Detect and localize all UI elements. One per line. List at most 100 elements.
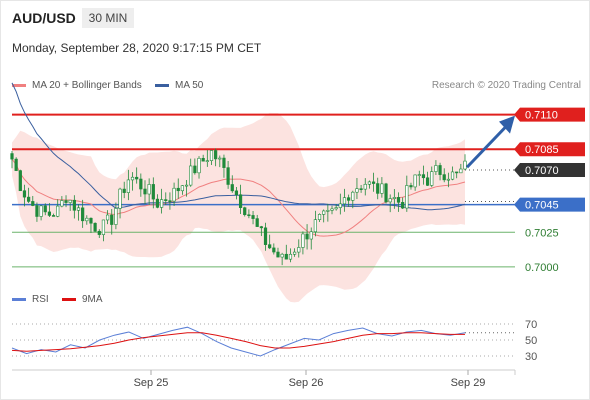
candle: [367, 180, 372, 189]
candle: [238, 184, 243, 214]
candle: [280, 252, 284, 266]
x-tick-label: Sep 25: [134, 377, 169, 389]
candle-body: [347, 197, 351, 201]
candle: [450, 166, 455, 181]
candle-body: [76, 207, 81, 211]
candle-body: [384, 183, 388, 203]
legend-rsi-ma: 9MA: [62, 294, 103, 305]
candle: [22, 184, 27, 207]
candle: [51, 213, 56, 217]
candle-body: [309, 231, 313, 240]
candle: [218, 155, 222, 168]
candle-body: [305, 233, 309, 240]
candle: [359, 184, 363, 193]
candle-body: [184, 184, 189, 187]
candle-body: [284, 253, 288, 260]
candle-body: [230, 184, 234, 192]
candle: [401, 197, 405, 210]
legend-ma50-label: MA 50: [175, 80, 204, 91]
candle-body: [151, 184, 155, 200]
candle-body: [35, 205, 39, 217]
candle-body: [68, 199, 72, 203]
legend-ma20-label: MA 20 + Bollinger Bands: [32, 80, 142, 91]
legend-ma20: MA 20 + Bollinger Bands: [12, 80, 142, 91]
candle-body: [27, 196, 31, 202]
level-text: 0.7085: [525, 144, 559, 156]
candle-body: [376, 183, 380, 194]
candle-body: [430, 171, 434, 186]
rsi-tick-30: 30: [525, 351, 537, 363]
candle: [409, 182, 413, 190]
rsi-swatch: [12, 298, 26, 301]
candle: [172, 182, 176, 206]
candle: [201, 154, 205, 162]
candle: [47, 203, 52, 217]
level-label-0.7045: 0.7045: [514, 197, 585, 212]
candle-body: [122, 188, 126, 193]
candle: [301, 231, 305, 255]
candle: [463, 154, 467, 171]
candle-body: [93, 222, 97, 232]
candle: [35, 202, 39, 222]
candle-body: [209, 150, 214, 161]
candle: [305, 224, 309, 250]
level-text: 0.7070: [525, 165, 559, 177]
timeframe-badge[interactable]: 30 MIN: [82, 8, 134, 28]
candle: [255, 214, 259, 227]
candle-body: [139, 178, 143, 190]
candle: [93, 222, 97, 233]
candle: [371, 172, 376, 192]
candle-body: [392, 197, 396, 199]
candle: [18, 169, 22, 192]
candle-body: [288, 253, 293, 260]
candle: [68, 199, 72, 211]
rsi-ma-swatch: [62, 298, 76, 301]
candle: [455, 171, 459, 179]
candle-body: [338, 203, 342, 208]
candle: [168, 192, 172, 210]
candle: [376, 177, 380, 200]
candle: [384, 182, 388, 204]
candle-body: [322, 210, 326, 215]
candle: [338, 193, 342, 215]
candle: [334, 204, 338, 211]
candle-body: [272, 247, 276, 253]
level-text: 0.7025: [525, 227, 559, 239]
candle-body: [130, 176, 135, 181]
rsi-ma-line: [11, 332, 465, 352]
candle: [230, 175, 234, 193]
level-tag: [514, 163, 585, 177]
candle-body: [351, 191, 355, 201]
candle: [214, 148, 218, 167]
rsi-tick-70: 70: [525, 319, 537, 331]
candle-body: [380, 183, 384, 194]
level-tag: [514, 107, 585, 122]
candle: [355, 178, 359, 199]
legend-ma50: MA 50: [155, 80, 203, 91]
candle-body: [47, 211, 52, 216]
candle: [39, 205, 43, 221]
symbol-title: AUD/USD: [12, 10, 76, 26]
candle-body: [313, 219, 317, 233]
candle: [64, 195, 68, 208]
timestamp: Monday, September 28, 2020 9:17:15 PM CE…: [12, 41, 262, 55]
candle: [446, 172, 450, 188]
candle-body: [205, 160, 209, 162]
candle: [101, 219, 106, 242]
candle: [114, 202, 118, 230]
candle: [164, 192, 168, 205]
candle-body: [417, 174, 421, 176]
candle: [60, 196, 64, 208]
candle: [14, 157, 18, 172]
candle-body: [64, 200, 68, 203]
candle: [155, 194, 160, 209]
candle-body: [367, 181, 372, 185]
candle: [76, 204, 81, 221]
candle-body: [176, 187, 180, 192]
candle: [27, 187, 31, 204]
level-text: 0.7110: [525, 110, 558, 122]
candle-body: [326, 210, 330, 212]
candle-body: [126, 179, 130, 193]
x-tick-label: Sep 26: [289, 377, 324, 389]
candle-body: [60, 200, 64, 207]
